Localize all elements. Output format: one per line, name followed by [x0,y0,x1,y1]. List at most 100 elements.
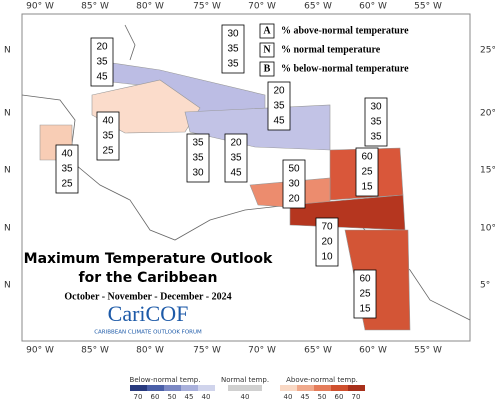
legend-text: % below-normal temperature [281,63,409,74]
logo: CariCOF [108,301,189,326]
colorbar-below-swatch [147,385,164,391]
region-box [224,133,248,183]
prob-above: 40 [61,149,73,160]
legend-key: A [263,25,271,36]
colorbar-above-swatch [297,385,314,391]
logo-tagline: CARIBBEAN CLIMATE OUTLOOK FORUM [94,330,202,336]
colorbar-above-swatch [348,385,365,391]
colorbar-normal-label: Normal temp. [221,376,269,384]
prob-normal: 35 [370,117,382,128]
prob-below: 25 [61,179,73,190]
lat-label-right: 5° [480,281,490,291]
legend-text: % above-normal temperature [281,25,409,36]
title-line2: for the Caribbean [79,270,218,286]
lon-label-top: 55° W [414,2,442,12]
colorbar-above-label: Above-normal temp. [286,376,358,384]
region-box [315,217,339,267]
lon-label-bottom: 90° W [26,346,54,356]
legend: A % above-normal temperature N % normal tem… [259,23,409,77]
lat-label-left: N [4,109,11,119]
prob-below: 30 [192,168,204,179]
prob-below: 15 [359,304,371,315]
prob-above: 30 [370,102,382,113]
prob-above: 50 [288,164,300,175]
lon-label-top: 85° W [81,2,109,12]
colorbar-below-swatch [130,385,147,391]
region-box [90,37,114,87]
colorbar-below-tick: 70 [134,393,143,400]
lat-label-left: N [4,281,11,291]
region-box [96,111,120,161]
colorbar-above-tick: 45 [301,393,310,400]
prob-below: 20 [288,194,300,205]
period: October - November - December - 2024 [64,291,231,302]
prob-below: 15 [361,182,373,193]
legend-key-box [259,23,275,39]
lon-label-bottom: 65° W [304,346,332,356]
lon-label-bottom: 60° W [359,346,387,356]
colorbar-below-swatch [181,385,198,391]
prob-above: 60 [359,274,371,285]
colorbar-below-swatch [198,385,215,391]
prob-normal: 35 [227,44,239,55]
prob-below: 45 [96,72,108,83]
lon-label-bottom: 80° W [136,346,164,356]
lon-label-bottom: 70° W [248,346,276,356]
colorbar-below-tick: 45 [185,393,194,400]
region-box [364,97,388,147]
lon-label-bottom: 75° W [193,346,221,356]
colorbar-below-tick: 50 [168,393,177,400]
lon-label-top: 80° W [136,2,164,12]
colorbar-above-swatch [314,385,331,391]
lon-label-top: 60° W [359,2,387,12]
prob-normal: 35 [61,164,73,175]
lon-label-top: 75° W [193,2,221,12]
lon-label-bottom: 55° W [414,346,442,356]
prob-normal: 35 [273,101,285,112]
colorbar-below-tick: 60 [151,393,160,400]
prob-below: 25 [102,146,114,157]
prob-below: 45 [230,168,242,179]
region-box [221,24,245,74]
colorbar-above-swatch [280,385,297,391]
colorbar-below-label: Below-normal temp. [130,376,201,384]
legend-key: B [264,63,271,74]
prob-below: 10 [321,252,333,263]
legend-key-box [259,42,275,58]
prob-below: 35 [370,132,382,143]
colorbar-below-tick: 40 [202,393,211,400]
title-line1: Maximum Temperature Outlook [24,251,273,267]
legend-key-box [259,61,275,77]
region-box [267,81,291,131]
region-hispaniola [184,104,331,151]
legend-text: % normal temperature [281,44,381,55]
lat-label-right: 20° [480,109,495,119]
prob-above: 40 [102,116,114,127]
prob-normal: 25 [361,167,373,178]
legend-key: N [263,44,271,55]
lat-label-right: 25° [480,46,495,56]
prob-above: 20 [96,42,108,53]
colorbar-normal-swatch [228,385,262,391]
colorbar-above-tick: 60 [335,393,344,400]
prob-normal: 35 [96,57,108,68]
lon-label-top: 70° W [248,2,276,12]
prob-above: 20 [230,138,242,149]
lon-label-bottom: 85° W [81,346,109,356]
lat-label-right: 10° [480,224,495,234]
lat-label-left: N [4,46,11,56]
prob-below: 35 [227,59,239,70]
lat-label-left: N [4,166,11,176]
prob-below: 45 [273,116,285,127]
prob-normal: 35 [230,153,242,164]
prob-normal: 35 [102,131,114,142]
prob-normal: 30 [288,179,300,190]
colorbar-above-tick: 70 [352,393,361,400]
region-box [353,269,377,319]
prob-normal: 25 [359,289,371,300]
region-box [186,133,210,183]
colorbar-above-tick: 40 [284,393,293,400]
prob-above: 30 [227,29,239,40]
region-box [282,159,306,209]
